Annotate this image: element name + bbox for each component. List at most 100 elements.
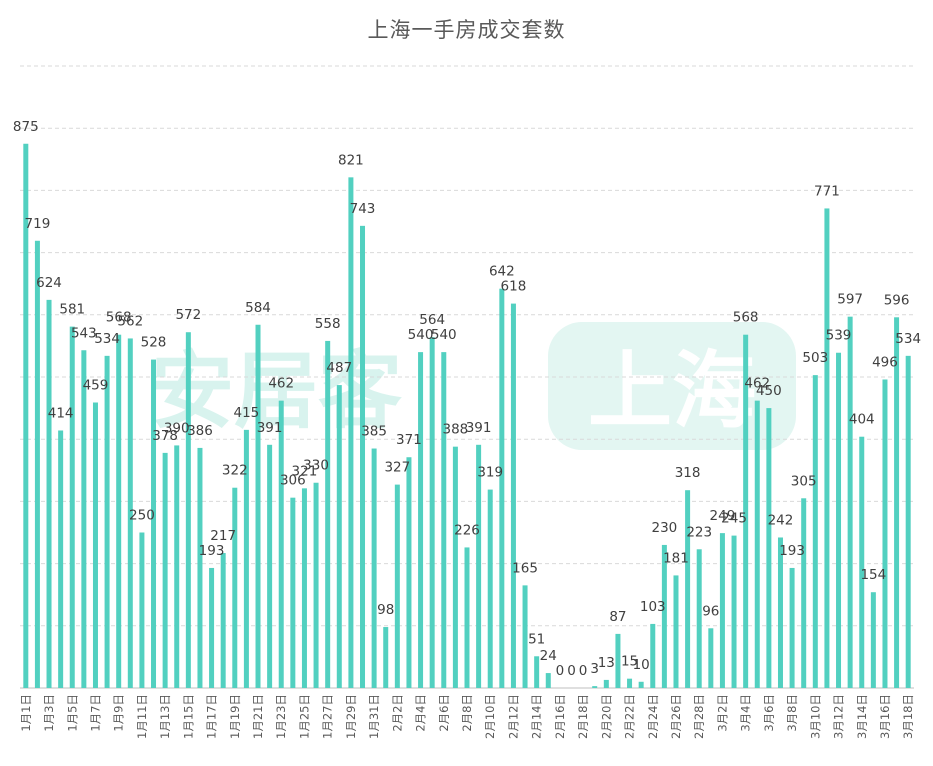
bar [174,445,180,688]
bar [894,317,900,688]
chart-title: 上海一手房成交套数 [367,18,566,42]
x-tick-label: 3月10日 [808,694,822,739]
x-tick-label: 3月14日 [855,694,869,739]
data-label: 3 [590,661,599,677]
bar [81,350,87,688]
x-tick-label: 2月28日 [692,694,706,739]
data-label: 249 [710,508,736,524]
x-tick-label: 1月27日 [321,694,335,739]
bar [673,575,679,688]
x-tick-label: 3月2日 [715,694,729,732]
data-label: 496 [872,354,898,370]
x-tick-label: 2月22日 [623,694,637,739]
data-label: 223 [686,524,712,540]
x-tick-label: 3月18日 [901,694,915,739]
data-label: 719 [25,216,51,232]
data-label: 391 [257,420,283,436]
bar [452,446,458,688]
gridlines [20,65,914,689]
watermark-badge [548,322,796,450]
bar [801,498,807,688]
bar [487,489,493,688]
bar [766,408,772,688]
bar [185,332,191,688]
data-label: 539 [826,328,852,344]
bar [627,678,633,688]
bar [371,448,377,688]
x-tick-label: 1月17日 [205,694,219,739]
data-label: 771 [814,183,840,199]
bar [592,686,598,688]
x-tick-label: 1月9日 [112,694,126,732]
bar [650,623,656,688]
x-tick-label: 3月6日 [762,694,776,732]
x-tick-label: 3月12日 [832,694,846,739]
x-tick-label: 2月4日 [414,694,428,732]
data-label: 103 [640,599,666,615]
data-label: 154 [860,567,886,583]
bar [209,567,215,688]
data-label: 414 [48,405,74,421]
bar [731,535,737,688]
data-label: 87 [609,609,626,625]
bar [441,352,447,688]
bar [754,400,760,688]
bar [522,585,528,688]
x-tick-label: 2月24日 [646,694,660,739]
data-label: 404 [849,412,875,428]
x-tick-label: 1月31日 [367,694,381,739]
data-label: 13 [598,655,615,671]
data-label: 0 [556,663,565,679]
bar [278,400,284,688]
bar [383,627,389,688]
bar [789,567,795,688]
bar [243,429,249,688]
data-label: 568 [733,310,759,326]
data-label: 462 [268,376,294,392]
x-tick-label: 2月10日 [483,694,497,739]
data-label: 385 [361,424,387,440]
data-label: 98 [377,602,394,618]
bar [476,444,482,688]
data-label: 391 [466,420,492,436]
bar [719,533,725,688]
bar [812,375,818,688]
data-label: 24 [540,648,557,664]
data-label: 193 [779,543,805,559]
bar [882,379,888,688]
data-label: 581 [59,302,85,318]
bar [661,544,667,688]
x-tick-label: 1月1日 [19,694,33,732]
bar [777,537,783,688]
x-tick-label: 1月21日 [251,694,265,739]
data-label: 540 [431,327,457,343]
bar [58,430,64,688]
data-label: 96 [702,603,719,619]
data-label: 743 [350,201,376,217]
bar [847,316,853,688]
data-label: 15 [621,654,638,670]
bar [290,497,296,688]
x-tick-label: 1月11日 [135,694,149,739]
bar [499,288,505,688]
bar [116,334,122,688]
data-label: 558 [315,316,341,332]
x-tick-label: 1月7日 [88,694,102,732]
data-label: 596 [884,292,910,308]
x-tick-label: 2月6日 [437,694,451,732]
data-label: 250 [129,508,155,524]
bar [406,457,412,688]
bar [313,482,319,688]
data-label: 378 [152,428,178,444]
bar [545,673,551,688]
x-tick-label: 1月5日 [65,694,79,732]
data-label: 181 [663,550,689,566]
data-label: 319 [477,465,503,481]
data-label: 322 [222,463,248,479]
data-label: 10 [633,657,650,673]
x-tick-label: 1月3日 [42,694,56,732]
value-labels-group: 8757196244145815434595345685622505283783… [13,119,921,679]
data-label: 462 [744,376,770,392]
x-tick-label: 2月20日 [599,694,613,739]
bar [255,324,261,688]
